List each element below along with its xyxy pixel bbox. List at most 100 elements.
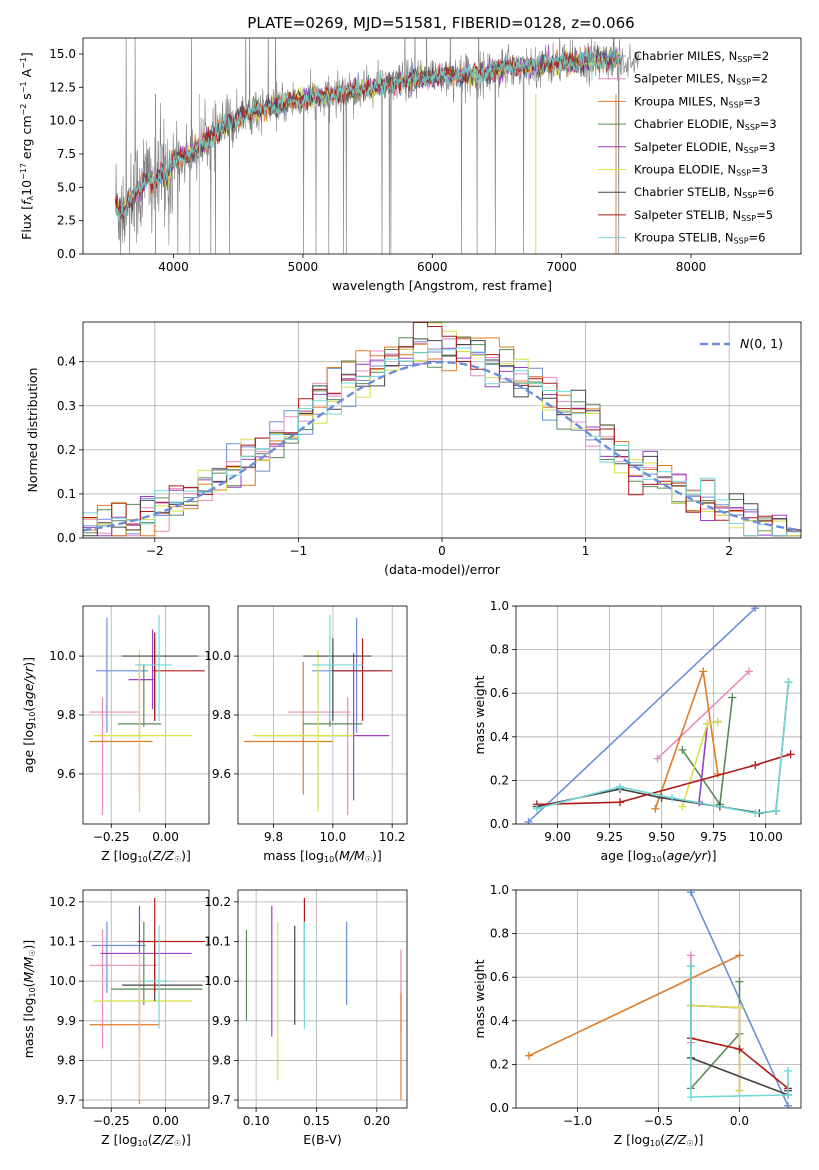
weight-marker [532,804,541,813]
plot-area [524,606,795,824]
axes-frame [237,889,408,1109]
x-axis-label: E(B-V) [303,1132,342,1147]
ticks: 9.8 10.0 10.2 9.6 9.8 10.0 [204,649,405,844]
y-tick-label: 0.0 [490,1101,509,1115]
x-tick-label: 0.15 [303,1114,330,1128]
y-tick-label: 0.2 [490,773,509,787]
x-tick-label: −0.25 [93,1114,130,1128]
legend-entry: Salpeter MILES, NSSP=2 [634,72,768,87]
grid-lines [83,606,209,824]
x-tick-label: 6000 [417,260,448,274]
x-axis-label: (data-model)/error [384,562,501,577]
weight-marker [651,804,660,813]
y-axis-label: age [log10(age/yr)] [21,657,37,773]
legend-entry: Kroupa MILES, NSSP=3 [634,94,760,109]
age-vs-metallicity-panel: −0.25 0.00 9.6 9.8 10.0 Z [log10(Z/Z☉)] age [l… [21,605,210,864]
y-tick-label: 2.5 [57,214,76,228]
plot-area [114,38,640,254]
y-tick-label: 12.5 [49,80,76,94]
x-tick-label: 9.25 [596,830,623,844]
x-tick-label: 2 [725,544,733,558]
errorbar-point [93,650,192,813]
ticks: −0.25 0.00 9.7 9.8 9.9 10.0 10.1 10.2 [49,895,179,1128]
weight-marker [772,806,781,815]
x-tick-label: 8000 [676,260,707,274]
errorbar-point [91,921,146,994]
errorbar-point [288,697,351,816]
weight-series [686,1001,744,1095]
y-tick-label: 10.0 [204,974,231,988]
weight-marker [686,962,695,971]
errorbar-point [303,638,372,721]
errorbar-point [89,929,157,1049]
legend-entry: Chabrier ELODIE, NSSP=3 [634,117,777,132]
y-tick-label: 9.6 [212,767,231,781]
ticks: −2 −1 0 1 2 0.0 0.1 0.2 0.3 0.4 [57,355,733,558]
weight-line [690,966,789,1098]
errorbar-point [135,614,173,721]
errorbar-point [111,921,203,1005]
x-tick-label: −0.25 [93,830,130,844]
x-tick-label: 9.75 [700,830,727,844]
weight-series [524,606,760,824]
y-tick-label: 10.2 [204,895,231,909]
grid-lines [83,890,209,1108]
weight-line [536,682,790,814]
weight-marker [686,1093,695,1102]
weight-line [536,682,790,814]
errorbar-point [152,632,205,721]
weight-marker [784,1066,793,1075]
weight-marker [784,1101,793,1108]
y-axis-label: mass [log10(M/M☉)] [21,940,37,1059]
weight-marker [735,951,744,960]
y-tick-label: 10.0 [49,114,76,128]
residual-histogram [83,322,801,537]
y-tick-label: 1.0 [490,883,509,897]
weight-marker [678,802,687,811]
x-tick-label: 10.0 [320,830,347,844]
weight-marker [678,745,687,754]
legend-entry: Chabrier MILES, NSSP=2 [634,49,769,64]
errorbar-point [243,661,333,795]
y-axis-label: mass weight [472,675,487,754]
weight-marker [751,761,760,770]
x-tick-label: 7000 [546,260,577,274]
ticks: −1.0 −0.5 0.0 0.0 0.2 0.4 0.6 0.8 1.0 [490,883,749,1128]
weight-marker [751,606,760,613]
axes-frame [82,37,802,255]
legend-entry: Kroupa STELIB, NSSP=6 [634,231,765,246]
y-tick-label: 9.9 [57,1014,76,1028]
errorbar-point [93,953,192,1101]
x-axis-label: Z [log10(Z/Z☉)] [101,1132,191,1148]
y-axis-label: mass weight [472,959,487,1038]
weight-marker [784,1090,793,1099]
y-tick-label: 7.5 [57,147,76,161]
weight-marker [751,809,760,818]
weight-marker [686,890,695,897]
plot-area [89,897,205,1105]
plot-area [524,890,793,1108]
y-tick-label: 1.0 [490,599,509,613]
y-tick-label: 0.8 [490,643,509,657]
weight-series [532,750,795,809]
plot-area [245,897,402,1101]
legend-entry: Kroupa ELODIE, NSSP=3 [634,163,768,178]
x-tick-label: −1 [290,544,308,558]
weight-line [536,753,791,806]
plot-area [83,322,801,537]
weight-marker [728,693,737,702]
x-tick-label: 10.2 [379,830,406,844]
weight-series [678,717,722,811]
x-tick-label: −2 [146,544,164,558]
legend-entry: Chabrier STELIB, NSSP=6 [634,185,774,200]
y-tick-label: 9.8 [57,1053,76,1067]
x-tick-label: 4000 [158,260,189,274]
weight-marker [524,817,533,824]
weight-line [690,981,741,1089]
y-tick-label: 9.6 [57,767,76,781]
weight-marker [735,1003,744,1012]
mass-vs-metallicity-panel: −0.25 0.00 9.7 9.8 9.9 10.0 10.1 10.2 Z [log10(Z… [21,889,210,1148]
weight-line [528,954,740,1057]
x-axis-label: mass [log10(M/M☉)] [263,848,382,864]
